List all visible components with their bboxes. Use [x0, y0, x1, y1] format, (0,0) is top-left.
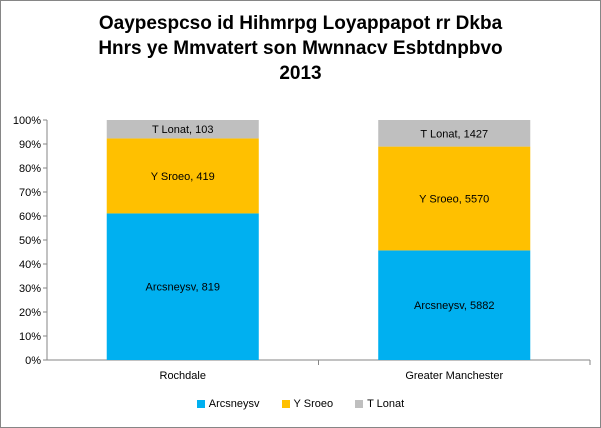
legend-swatch: [281, 400, 290, 408]
bar-segment: [106, 213, 259, 360]
legend-item: T Lonat: [355, 398, 404, 410]
y-tick-label: 60%: [19, 211, 41, 223]
data-label: T Lonat, 1427: [420, 128, 488, 140]
y-tick-label: 70%: [19, 187, 41, 199]
legend: Arcsneysv Y Sroeo T Lonat: [0, 398, 601, 410]
y-tick-label: 20%: [19, 307, 41, 319]
data-label: Y Sroeo, 419: [151, 171, 215, 183]
chart-title-line-2: Hnrs ye Mmvatert son Mwnnacv Esbtdnpbvo: [98, 38, 503, 59]
legend-item: Y Sroeo: [281, 398, 334, 410]
y-tick-label: 100%: [13, 115, 41, 127]
bar-segment: [378, 250, 531, 360]
legend-label: Arcsneysv: [208, 398, 260, 410]
bar-segment: [378, 120, 531, 147]
y-tick-label: 80%: [19, 163, 41, 175]
y-tick-label: 0%: [25, 355, 41, 367]
y-tick-label: 50%: [19, 235, 41, 247]
y-tick-label: 90%: [19, 139, 41, 151]
bar-segment: [378, 146, 531, 251]
data-label: Y Sroeo, 5570: [419, 193, 489, 205]
x-tick-label: Rochdale: [160, 370, 206, 382]
legend-label: T Lonat: [367, 398, 405, 410]
bar-segment: [106, 120, 259, 139]
legend-swatch: [355, 400, 364, 408]
bar-segment: [106, 138, 259, 214]
x-tick-label: Greater Manchester: [405, 370, 503, 382]
y-tick-label: 10%: [19, 331, 41, 343]
data-label: T Lonat, 103: [152, 124, 214, 136]
y-tick-label: 30%: [19, 283, 41, 295]
chart-title-line-3: 2013: [279, 63, 322, 84]
data-label: Arcsneysv, 5882: [414, 300, 495, 312]
chart-title-line-1: Oaypespcso id Hihmrpg Loyappapot rr Dkba: [98, 13, 503, 34]
legend-swatch: [196, 400, 205, 408]
legend-item: Arcsneysv: [196, 398, 260, 410]
legend-label: Y Sroeo: [293, 398, 334, 410]
y-tick-label: 40%: [19, 259, 41, 271]
data-label: Arcsneysv, 819: [146, 282, 220, 294]
